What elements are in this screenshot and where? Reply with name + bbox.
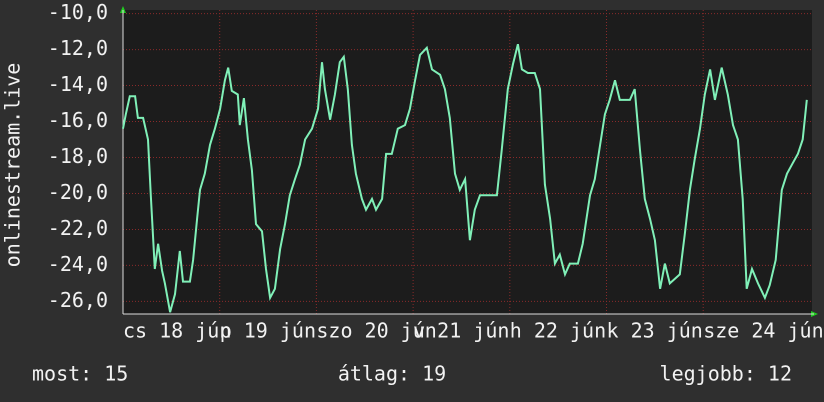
- axis-arrow: [811, 311, 818, 317]
- y-tick-label: -14,0: [48, 72, 108, 96]
- axis-arrow: [120, 6, 126, 13]
- footer-best: legjobb: 12: [660, 362, 792, 386]
- footer-average: átlag: 19: [338, 362, 446, 386]
- y-tick-label: -24,0: [48, 252, 108, 276]
- y-tick-label: -10,0: [48, 0, 108, 24]
- y-tick-label: -26,0: [48, 288, 108, 312]
- data-line: [122, 43, 808, 313]
- x-tick-label: szo 20 jún: [316, 319, 436, 343]
- y-tick-label: -22,0: [48, 216, 108, 240]
- x-tick-label: h 22 jún: [510, 319, 606, 343]
- x-tick-label: v 21 jún: [413, 319, 509, 343]
- x-tick-label: cs 18 jún: [123, 319, 231, 343]
- x-tick-label: k 23 jún: [607, 319, 703, 343]
- y-tick-label: -20,0: [48, 180, 108, 204]
- x-tick-label: p 19 jún: [220, 319, 316, 343]
- plot-area: [123, 10, 812, 314]
- footer-current: most: 15: [32, 362, 128, 386]
- y-tick-label: -18,0: [48, 144, 108, 168]
- y-tick-label: -12,0: [48, 36, 108, 60]
- x-tick-label: sze 24 jún: [703, 319, 823, 343]
- y-axis-label: onlinestream.live: [1, 63, 25, 268]
- y-tick-label: -16,0: [48, 108, 108, 132]
